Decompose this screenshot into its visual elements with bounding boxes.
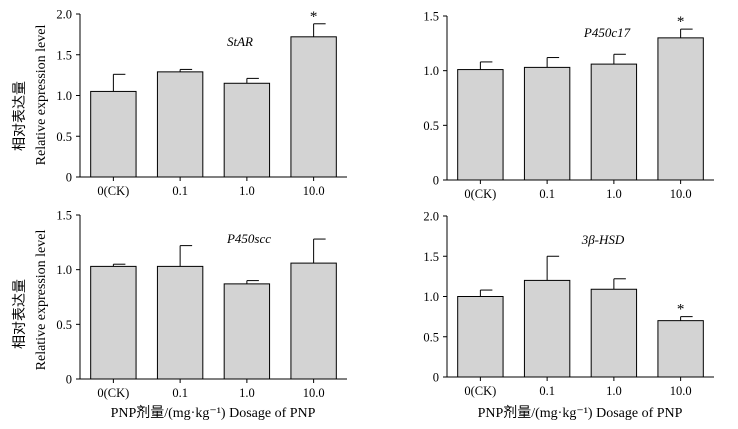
y-tick-label: 1.0 — [56, 263, 72, 277]
y-tick-label: 0 — [66, 171, 72, 185]
x-tick-label: 10.0 — [303, 184, 325, 198]
significance-marker: * — [310, 9, 318, 25]
y-tick-label: 2.0 — [423, 210, 439, 224]
x-axis-label-right: PNP剂量/(mg·kg⁻¹) Dosage of PNP — [478, 405, 683, 421]
x-tick-label: 0(CK) — [97, 184, 129, 198]
x-tick-label: 10.0 — [670, 187, 692, 201]
bar — [223, 82, 271, 178]
bar — [590, 288, 638, 378]
y-tick-label: 0.5 — [423, 330, 439, 344]
y-axis-label-en: Relative expression level — [34, 25, 49, 166]
bar — [290, 36, 337, 178]
y-tick-label: 1.5 — [56, 209, 72, 223]
y-tick-label: 0 — [66, 373, 72, 387]
y-tick-label: 0.5 — [56, 318, 72, 332]
bar — [290, 262, 337, 380]
significance-marker: * — [677, 14, 685, 30]
x-tick-label: 1.0 — [606, 384, 622, 398]
panel-3b-hsd: 0 0.5 1.0 1.5 2.0 0(CK) 0.1 1.0 10.0 * 3β-HSD — [423, 210, 714, 398]
x-tick-label: 0(CK) — [97, 386, 129, 400]
bar — [657, 320, 704, 378]
y-tick-label: 2.0 — [56, 8, 72, 22]
bar — [156, 71, 204, 178]
svg-text:相对表达量: 相对表达量 — [12, 81, 28, 151]
svg-text:相对表达量: 相对表达量 — [12, 279, 28, 349]
y-axis-label-top-en: Relative expression level — [34, 25, 49, 166]
bar — [90, 265, 137, 380]
panel-title-star: StAR — [227, 34, 253, 49]
x-tick-label: 0.1 — [539, 187, 555, 201]
bar — [657, 37, 704, 181]
x-tick-label: 10.0 — [670, 384, 692, 398]
y-tick-label: 1.0 — [423, 64, 439, 78]
x-tick-label: 0.1 — [172, 184, 188, 198]
x-tick-label: 0(CK) — [464, 187, 496, 201]
y-axis-label-zh: 相对表达量 — [12, 81, 28, 151]
y-axis-label-top: 相对表达量 — [12, 81, 28, 151]
y-tick-label: 1.5 — [423, 250, 439, 264]
bar — [523, 66, 571, 181]
bar — [457, 296, 504, 378]
y-tick-label: 1.5 — [56, 48, 72, 62]
x-tick-label: 0.1 — [539, 384, 555, 398]
y-tick-label: 1.5 — [423, 10, 439, 24]
bar — [90, 90, 137, 178]
x-tick-label: 1.0 — [606, 187, 622, 201]
y-axis-label-en: Relative expression level — [34, 230, 49, 371]
panel-title-3b-hsd: 3β-HSD — [581, 232, 625, 247]
y-tick-label: 1.0 — [56, 89, 72, 103]
panel-star: 0 0.5 1.0 1.5 2.0 0(CK) 0.1 1.0 10.0 * StAR — [56, 8, 347, 198]
panel-title-p450c17: P450c17 — [583, 25, 631, 40]
y-tick-label: 0.5 — [423, 119, 439, 133]
x-tick-label: 10.0 — [303, 386, 325, 400]
x-tick-label: 0.1 — [172, 386, 188, 400]
x-tick-label: 0(CK) — [464, 384, 496, 398]
panel-title-p450scc: P450scc — [226, 231, 271, 246]
x-axis-label-left: PNP剂量/(mg·kg⁻¹) Dosage of PNP — [111, 405, 316, 421]
x-tick-label: 1.0 — [239, 386, 255, 400]
significance-marker: * — [677, 302, 685, 318]
y-axis-label-bottom-en: Relative expression level — [34, 230, 49, 371]
panel-p450c17: 0 0.5 1.0 1.5 0(CK) 0.1 1.0 10.0 * P450c17 — [423, 10, 714, 201]
y-tick-label: 1.0 — [423, 290, 439, 304]
y-tick-label: 0 — [433, 371, 439, 385]
y-tick-label: 0 — [433, 174, 439, 188]
bar — [523, 279, 571, 378]
y-tick-label: 0.5 — [56, 130, 72, 144]
bar — [590, 63, 638, 181]
panel-p450scc: 0 0.5 1.0 1.5 0(CK) 0.1 1.0 10.0 P450scc — [56, 209, 347, 400]
bar — [156, 265, 204, 380]
y-axis-label-bottom: 相对表达量 — [12, 279, 28, 349]
bar — [457, 69, 504, 181]
bar — [223, 283, 271, 380]
y-axis-label-zh: 相对表达量 — [12, 279, 28, 349]
x-tick-label: 1.0 — [239, 184, 255, 198]
